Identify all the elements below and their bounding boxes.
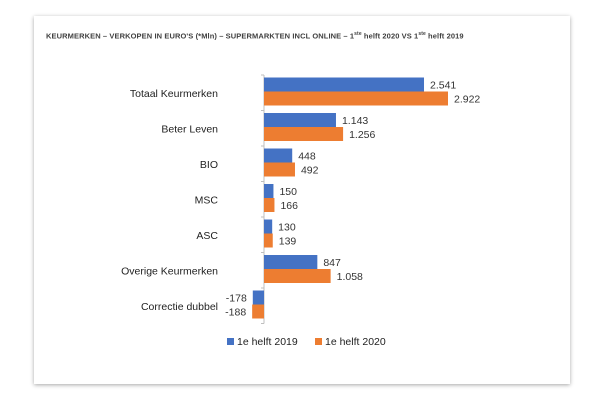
bar-2020 bbox=[264, 269, 331, 283]
bar-2020 bbox=[264, 162, 295, 177]
bar-2020 bbox=[264, 198, 275, 212]
data-label: -188 bbox=[225, 307, 246, 319]
data-label: 130 bbox=[278, 222, 296, 234]
bar-2020 bbox=[264, 91, 448, 106]
chart-card: KEURMERKEN – VERKOPEN IN EURO'S (*Mln) –… bbox=[34, 16, 570, 384]
legend-entry: 1e helft 2020 bbox=[325, 336, 386, 348]
category-label: ASC bbox=[196, 230, 218, 242]
data-label: 492 bbox=[301, 165, 319, 177]
data-label: -178 bbox=[226, 293, 247, 305]
bar-2020 bbox=[264, 127, 344, 141]
category-label: Overige Keurmerken bbox=[121, 265, 218, 277]
bar-2019 bbox=[264, 148, 293, 163]
data-label: 448 bbox=[298, 151, 316, 163]
data-label: 2.541 bbox=[430, 80, 456, 92]
data-label: 1.256 bbox=[349, 129, 375, 141]
chart-title: KEURMERKEN – VERKOPEN IN EURO'S (*Mln) –… bbox=[46, 31, 464, 41]
bar-2019 bbox=[264, 219, 273, 234]
legend-swatch bbox=[315, 338, 322, 345]
data-label: 2.922 bbox=[454, 94, 480, 106]
legend-entry: 1e helft 2019 bbox=[237, 336, 298, 348]
data-label: 847 bbox=[323, 257, 341, 269]
category-label: Correctie dubbel bbox=[141, 301, 218, 313]
category-label: MSC bbox=[195, 194, 219, 206]
data-label: 1.143 bbox=[342, 115, 368, 127]
category-label: BIO bbox=[200, 159, 218, 171]
bar-2019 bbox=[264, 113, 336, 127]
category-label: Totaal Keurmerken bbox=[130, 88, 218, 100]
data-label: 166 bbox=[280, 200, 298, 212]
bar-2019 bbox=[264, 77, 425, 92]
data-label: 139 bbox=[279, 236, 297, 248]
legend-swatch bbox=[227, 338, 234, 345]
bar-2020 bbox=[252, 304, 264, 319]
bar-2019 bbox=[264, 184, 274, 198]
bar-2019 bbox=[264, 255, 318, 269]
data-label: 150 bbox=[279, 186, 297, 198]
data-label: 1.058 bbox=[337, 271, 363, 283]
bar-2019 bbox=[252, 290, 264, 305]
category-label: Beter Leven bbox=[161, 123, 218, 135]
bar-2020 bbox=[264, 233, 273, 248]
